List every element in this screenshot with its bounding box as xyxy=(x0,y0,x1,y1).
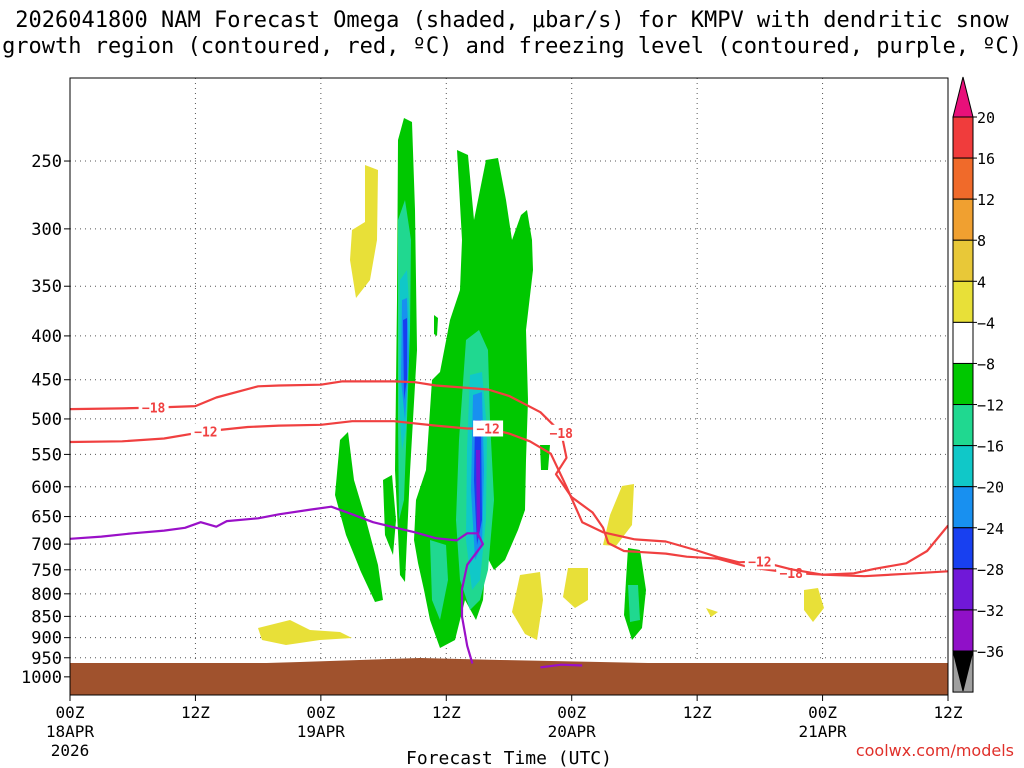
colorbar-label: 20 xyxy=(977,109,995,127)
y-tick-label: 300 xyxy=(31,220,62,240)
contour-label: −12 xyxy=(194,425,217,440)
colorbar-label: −32 xyxy=(977,602,1004,620)
omega-negative-area xyxy=(628,585,640,622)
contour-label-bg xyxy=(190,423,221,440)
y-tick-label: 850 xyxy=(31,607,62,627)
omega-positive-area xyxy=(258,620,352,645)
chart-title-line-2: growth region (contoured, red, ºC) and f… xyxy=(2,34,1022,59)
colorbar-box xyxy=(952,280,974,323)
y-tick-label: 800 xyxy=(31,585,62,605)
x-tick-date: 19APR xyxy=(297,722,346,741)
source-credit[interactable]: coolwx.com/models xyxy=(855,741,1014,760)
x-tick-label: 12Z xyxy=(181,703,210,722)
x-tick-label: 00Z xyxy=(808,703,837,722)
x-tick-label: 00Z xyxy=(306,703,335,722)
colorbar-box xyxy=(952,527,974,570)
colorbar-label: 16 xyxy=(977,150,995,168)
y-tick-label: 650 xyxy=(31,508,62,528)
colorbar-box xyxy=(952,116,974,159)
y-tick-label: 600 xyxy=(31,478,62,498)
omega-negative-area xyxy=(434,315,438,336)
omega-positive-area xyxy=(603,484,634,546)
x-tick-date: 18APR xyxy=(46,722,95,741)
colorbar-label: 4 xyxy=(977,273,986,291)
x-tick-date: 21APR xyxy=(798,722,847,741)
colorbar-box xyxy=(952,157,974,200)
omega-positive-area xyxy=(512,572,543,640)
colorbar-box xyxy=(952,321,974,364)
contour-label-bg xyxy=(776,564,807,581)
omega-positive-area xyxy=(350,165,378,298)
colorbar-arrow-bottom xyxy=(952,650,974,692)
contour-label-bg xyxy=(546,424,577,441)
y-axis: 2503003504004505005506006507007508008509… xyxy=(21,152,70,688)
x-tick-label: 12Z xyxy=(934,703,963,722)
omega-negative-area xyxy=(383,475,396,555)
omega-positive-area xyxy=(804,588,824,622)
colorbar-label: −20 xyxy=(977,479,1004,497)
colorbar-label: −36 xyxy=(977,643,1004,661)
y-tick-label: 750 xyxy=(31,561,62,581)
plot-frame xyxy=(69,77,949,696)
x-axis-label: Forecast Time (UTC) xyxy=(406,748,612,768)
colorbar-box xyxy=(952,362,974,406)
ground-surface xyxy=(70,658,948,670)
colorbar-box xyxy=(952,568,974,611)
contour-label: −18 xyxy=(142,402,166,417)
colorbar-label: 12 xyxy=(977,191,995,209)
y-tick-label: 350 xyxy=(31,277,62,297)
y-tick-label: 550 xyxy=(31,445,62,465)
x-tick-label: 12Z xyxy=(683,703,712,722)
x-tick-label: 12Z xyxy=(432,703,461,722)
x-tick-label: 00Z xyxy=(557,703,586,722)
contour-label-bg xyxy=(138,399,169,416)
colorbar: 20 16 12 8 4 −4 −8 −12 −16 −20 −24 −28 −32 −36 xyxy=(952,76,1004,693)
colorbar-label: −12 xyxy=(977,397,1004,415)
colorbar-arrow-top xyxy=(952,76,974,118)
y-tick-label: 450 xyxy=(31,371,62,391)
colorbar-box xyxy=(952,404,974,447)
contour-label: −18 xyxy=(550,427,574,442)
omega-shading xyxy=(70,118,948,695)
x-tick-date: 20APR xyxy=(548,722,597,741)
colorbar-label: −24 xyxy=(977,520,1004,538)
y-tick-label: 250 xyxy=(31,152,62,172)
colorbar-label: −4 xyxy=(977,314,995,332)
omega-negative-area xyxy=(476,450,480,540)
omega-positive-area xyxy=(563,568,588,608)
colorbar-label: −28 xyxy=(977,561,1004,579)
colorbar-box xyxy=(952,198,974,241)
colorbar-box xyxy=(952,609,974,652)
colorbar-box xyxy=(952,445,974,488)
x-tick-label: 00Z xyxy=(56,703,85,722)
y-tick-label: 500 xyxy=(31,410,62,430)
y-tick-label: 900 xyxy=(31,629,62,649)
y-tick-label: 1000 xyxy=(21,668,62,688)
omega-negative-area xyxy=(403,318,407,400)
freezing-level-contour xyxy=(70,505,484,664)
temperature-contours: −18−18−18−12 −12−12 xyxy=(70,380,948,669)
omega-negative-area xyxy=(430,540,448,620)
contour-label-bg xyxy=(473,420,504,437)
freezing-level-contour xyxy=(540,663,583,669)
contour-label-bg xyxy=(744,553,775,570)
omega-positive-area xyxy=(706,608,718,617)
contour-label: −12 xyxy=(748,555,771,570)
colorbar-box xyxy=(952,486,974,529)
chart-title-line-1: 2026041800 NAM Forecast Omega (shaded, μ… xyxy=(15,8,1009,33)
colorbar-label: −16 xyxy=(977,438,1004,456)
colorbar-label: 8 xyxy=(977,232,986,250)
x-tick-year: 2026 xyxy=(51,741,90,760)
colorbar-label: −8 xyxy=(977,355,995,373)
y-tick-label: 400 xyxy=(31,327,62,347)
y-tick-label: 950 xyxy=(31,649,62,669)
colorbar-box xyxy=(952,239,974,282)
contour-label: −12 xyxy=(476,422,499,437)
y-tick-label: 700 xyxy=(31,535,62,555)
